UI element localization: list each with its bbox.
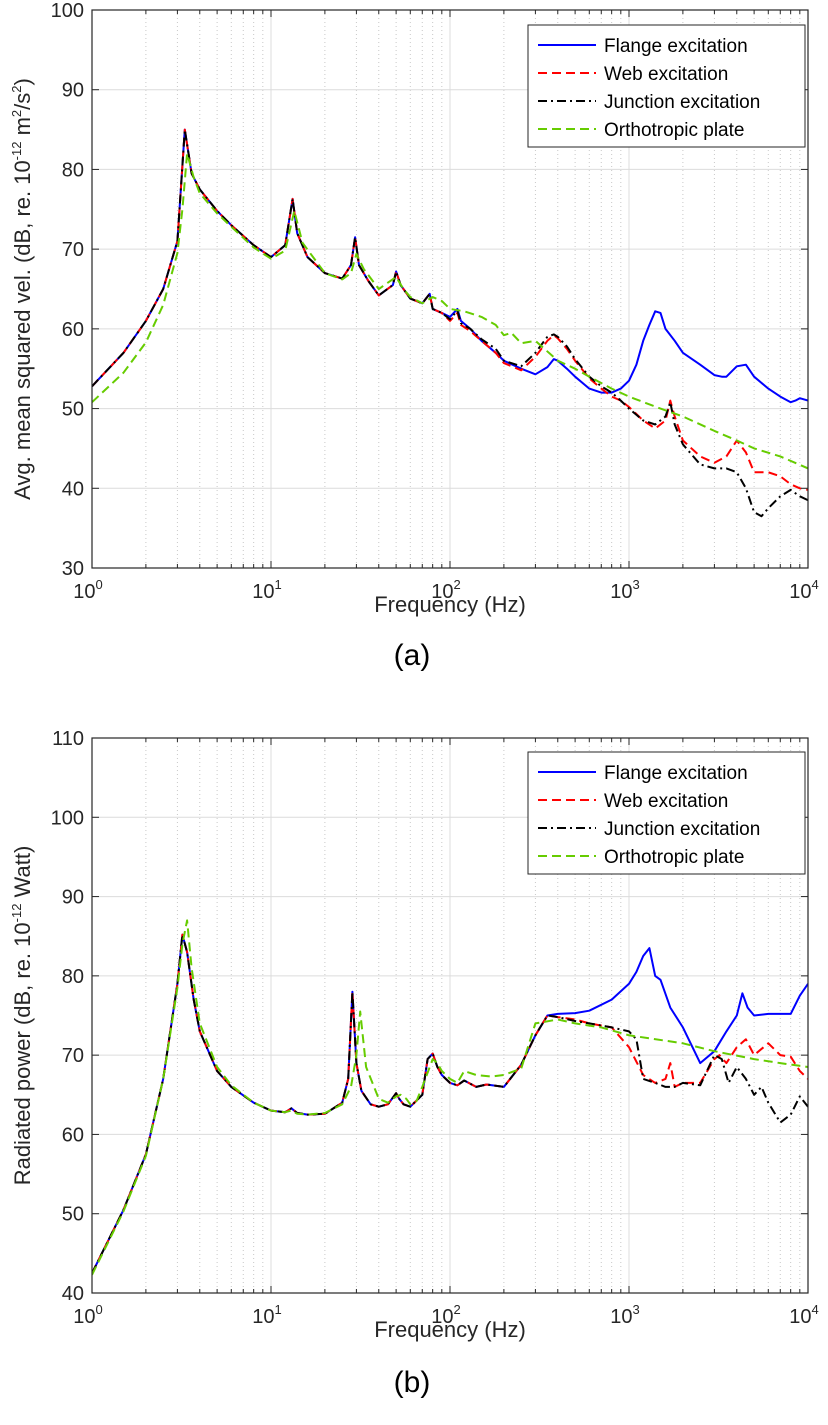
y-label-superscript: 2 — [9, 110, 24, 117]
y-label-superscript: -12 — [9, 904, 24, 923]
x-axis-label: Frequency (Hz) — [374, 592, 526, 617]
legend-label: Web excitation — [604, 64, 728, 85]
y-label-text: Watt) — [10, 846, 35, 904]
y-label-superscript: 2 — [9, 85, 24, 92]
x-tick-base: 10 — [789, 581, 811, 603]
x-tick-exponent: 2 — [454, 1302, 461, 1317]
legend-label: Flange excitation — [604, 763, 748, 784]
x-tick-base: 10 — [610, 1306, 632, 1328]
y-tick-label: 40 — [62, 1283, 84, 1305]
x-tick-exponent: 0 — [96, 577, 103, 592]
series-line-orthotropic-plate — [92, 919, 808, 1276]
x-tick-base: 10 — [252, 581, 274, 603]
legend-label: Junction excitation — [604, 819, 760, 840]
series-lines — [92, 128, 808, 518]
x-tick-base: 10 — [252, 1306, 274, 1328]
y-tick-label: 110 — [52, 728, 84, 750]
x-tick-exponent: 4 — [812, 1302, 819, 1317]
y-axis-label: Avg. mean squared vel. (dB, re. 10-12 m2… — [9, 78, 35, 500]
x-tick-label: 104 — [789, 577, 818, 603]
x-tick-base: 10 — [431, 1306, 453, 1328]
x-tick-label: 102 — [431, 577, 460, 603]
y-tick-label: 80 — [62, 159, 84, 181]
x-tick-exponent: 0 — [96, 1302, 103, 1317]
y-tick-label: 50 — [62, 1204, 84, 1226]
x-tick-base: 10 — [610, 581, 632, 603]
x-tick-base: 10 — [73, 581, 95, 603]
x-tick-base: 10 — [431, 581, 453, 603]
y-label-text: m — [10, 117, 35, 141]
chart-panel-a: 100 101 102 103 10430405060708090100Frequenc… — [9, 0, 819, 672]
y-label-superscript: -12 — [9, 142, 24, 161]
x-axis-label: Frequency (Hz) — [374, 1317, 526, 1342]
y-tick-label: 90 — [62, 80, 84, 102]
y-tick-label: 80 — [62, 966, 84, 988]
y-tick-label: 40 — [62, 478, 84, 500]
y-tick-label: 50 — [62, 399, 84, 421]
x-tick-exponent: 2 — [454, 577, 461, 592]
panel-caption: (a) — [394, 639, 431, 672]
panel-caption: (b) — [394, 1366, 431, 1399]
y-tick-label: 100 — [51, 807, 84, 829]
legend-label: Junction excitation — [604, 92, 760, 113]
x-tick-label: 103 — [610, 577, 639, 603]
legend: Flange excitation Web excitation Junction … — [527, 24, 806, 148]
x-tick-label: 101 — [252, 577, 281, 603]
x-tick-base: 10 — [789, 1306, 811, 1328]
legend-label: Flange excitation — [604, 36, 748, 57]
x-tick-label: 102 — [431, 1302, 460, 1328]
x-tick-label: 101 — [252, 1302, 281, 1328]
x-tick-exponent: 1 — [275, 1302, 282, 1317]
x-tick-exponent: 3 — [633, 577, 640, 592]
y-axis-label: Radiated power (dB, re. 10-12 Watt) — [9, 846, 35, 1186]
y-tick-label: 90 — [62, 887, 84, 909]
x-tick-label: 104 — [789, 1302, 818, 1328]
series-line-junction-excitation — [92, 128, 808, 518]
x-tick-base: 10 — [73, 1306, 95, 1328]
y-tick-label: 30 — [62, 558, 84, 580]
y-label-text: /s — [10, 93, 35, 110]
legend-label: Orthotropic plate — [604, 847, 744, 868]
legend: Flange excitation Web excitation Junction … — [527, 751, 806, 875]
y-tick-label: 60 — [62, 1124, 84, 1146]
y-tick-label: 70 — [62, 239, 84, 261]
legend-label: Web excitation — [604, 791, 728, 812]
y-tick-label: 100 — [51, 0, 84, 22]
y-tick-label: 60 — [62, 319, 84, 341]
y-label-text: Avg. mean squared vel. (dB, re. 10 — [10, 160, 35, 500]
y-label-text: ) — [10, 78, 35, 85]
chart-panel-b: 100 101 102 103 104405060708090100110Frequen… — [9, 728, 819, 1399]
series-line-web-excitation — [92, 128, 808, 491]
x-tick-exponent: 3 — [633, 1302, 640, 1317]
y-label-text: Radiated power (dB, re. 10 — [10, 922, 35, 1185]
series-line-orthotropic-plate — [92, 152, 808, 470]
series-lines — [92, 919, 808, 1276]
x-tick-label: 100 — [73, 577, 102, 603]
x-tick-label: 103 — [610, 1302, 639, 1328]
legend-label: Orthotropic plate — [604, 120, 744, 141]
x-tick-exponent: 1 — [275, 577, 282, 592]
y-tick-label: 70 — [62, 1045, 84, 1067]
x-tick-exponent: 4 — [812, 577, 819, 592]
x-tick-label: 100 — [73, 1302, 102, 1328]
